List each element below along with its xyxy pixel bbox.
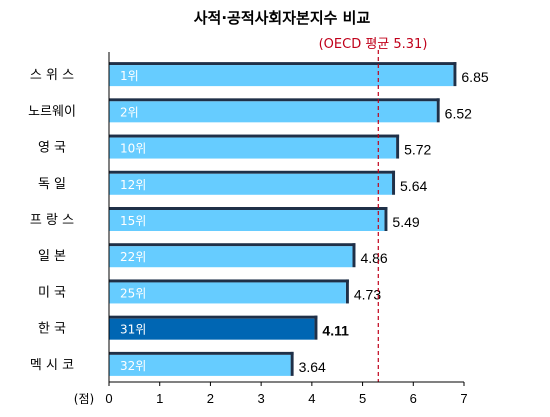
bar-shadow-side <box>392 170 396 195</box>
category-label: 영 국 <box>38 141 66 156</box>
category-label: 미 국 <box>38 285 66 300</box>
bar <box>109 137 397 159</box>
category-label: 스 위 스 <box>30 68 74 83</box>
x-tick-label: 7 <box>460 391 467 406</box>
rank-label: 2위 <box>120 105 139 119</box>
data-label: 4.86 <box>360 250 387 266</box>
category-label: 독 일 <box>38 177 66 192</box>
bar <box>109 65 454 87</box>
bar <box>109 354 291 376</box>
x-tick-label: 5 <box>359 391 366 406</box>
rank-label: 1위 <box>120 69 139 83</box>
data-label: 6.85 <box>461 69 488 85</box>
bar-shadow-side <box>352 243 356 268</box>
data-label: 5.49 <box>392 214 419 230</box>
bar-shadow <box>109 170 396 174</box>
category-label: 프 랑 스 <box>30 213 74 228</box>
oecd-average-label: (OECD 평균 5.31) <box>319 37 428 52</box>
bar-shadow-side <box>453 62 457 87</box>
x-tick-label: 4 <box>308 391 315 406</box>
x-tick-label: 1 <box>156 391 163 406</box>
x-tick-label: 0 <box>105 391 112 406</box>
data-label: 5.72 <box>404 142 431 158</box>
bar-shadow <box>109 207 388 210</box>
bar-shadow-side <box>396 134 400 159</box>
data-label: 5.64 <box>400 178 427 194</box>
bar-shadow <box>109 315 318 319</box>
rank-label: 31위 <box>120 323 146 337</box>
bar-shadow <box>109 351 294 355</box>
x-tick-label: 6 <box>410 391 417 406</box>
bar-shadow-side <box>314 315 318 340</box>
rank-label: 32위 <box>120 359 146 373</box>
x-tick-label: 3 <box>258 391 265 406</box>
rank-label: 22위 <box>120 250 146 264</box>
bar <box>109 210 385 231</box>
bar <box>109 282 346 304</box>
category-label: 노르웨이 <box>28 104 76 119</box>
bar-shadow <box>109 134 400 138</box>
data-label: 6.52 <box>445 105 472 121</box>
category-label: 한 국 <box>38 322 66 337</box>
bar-shadow <box>109 243 356 247</box>
category-label: 멕 시 코 <box>30 358 74 373</box>
bar-shadow-side <box>290 351 294 376</box>
bar-shadow <box>109 279 349 283</box>
rank-label: 10위 <box>120 142 146 156</box>
bar-shadow <box>109 62 457 66</box>
data-label: 4.73 <box>354 286 381 302</box>
rank-label: 25위 <box>120 286 146 300</box>
bar <box>109 101 437 123</box>
bar <box>109 246 353 268</box>
x-unit-label: (점) <box>74 392 94 406</box>
bar <box>109 318 315 340</box>
bar <box>109 173 393 195</box>
bar-shadow-side <box>436 98 440 123</box>
bar-shadow <box>109 98 440 102</box>
plot-area: 스 위 스 1위 6.85 노르웨이 2위 6.52 영 국 10위 5.72 독 일 12위 5.6… <box>28 37 489 406</box>
x-tick-label: 2 <box>207 391 214 406</box>
data-label: 3.64 <box>299 359 326 375</box>
chart-title: 사적·공적사회자본지수 비교 <box>194 9 371 27</box>
rank-label: 12위 <box>120 178 146 192</box>
bar-shadow-side <box>345 279 349 304</box>
bar-shadow-side <box>384 207 388 231</box>
category-label: 일 본 <box>38 249 66 264</box>
rank-label: 15위 <box>120 214 146 228</box>
data-label: 4.11 <box>322 323 349 339</box>
